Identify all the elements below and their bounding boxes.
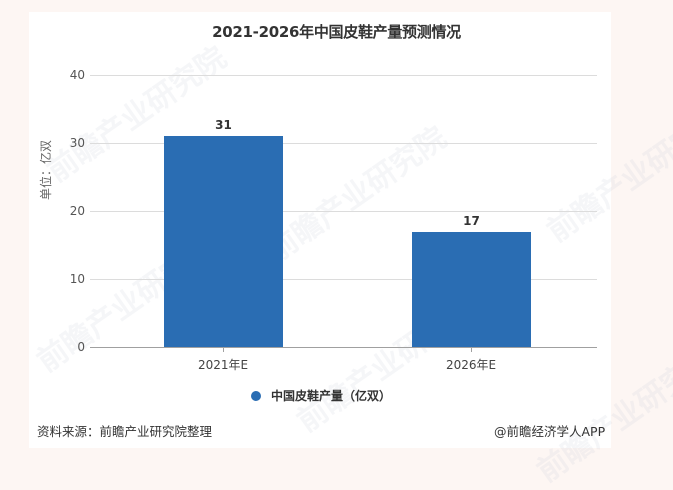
legend-label: 中国皮鞋产量（亿双） bbox=[271, 389, 392, 403]
y-tick: 20 bbox=[69, 204, 85, 218]
gridline bbox=[90, 75, 597, 76]
y-tick: 0 bbox=[77, 340, 85, 354]
credit-note: @前瞻经济学人APP bbox=[494, 424, 606, 439]
plot-area: 单位：亿双 40 30 20 10 0 31 17 2021年E 2026年E bbox=[39, 68, 597, 372]
bar-2021[interactable] bbox=[164, 136, 283, 347]
bar-2026[interactable] bbox=[412, 232, 531, 347]
y-axis-label: 单位：亿双 bbox=[39, 139, 53, 200]
chart-panel bbox=[29, 12, 611, 448]
bar-value-label: 17 bbox=[463, 214, 480, 228]
x-tick-mark bbox=[471, 347, 472, 352]
chart-title: 2021-2026年中国皮鞋产量预测情况 bbox=[212, 23, 461, 41]
bar-value-label: 31 bbox=[215, 118, 232, 132]
y-tick: 10 bbox=[69, 272, 85, 286]
gridline bbox=[90, 211, 597, 212]
x-axis-line bbox=[90, 347, 597, 348]
legend[interactable]: 中国皮鞋产量（亿双） bbox=[251, 387, 391, 404]
gridline bbox=[90, 143, 597, 144]
x-tick-mark bbox=[223, 347, 224, 352]
x-tick-label: 2026年E bbox=[445, 358, 497, 372]
x-tick-label: 2021年E bbox=[197, 358, 249, 372]
source-note: 资料来源：前瞻产业研究院整理 bbox=[37, 424, 213, 439]
gridline bbox=[90, 279, 597, 280]
y-tick: 30 bbox=[69, 136, 85, 150]
legend-dot-icon bbox=[251, 390, 261, 401]
y-tick: 40 bbox=[69, 68, 85, 82]
